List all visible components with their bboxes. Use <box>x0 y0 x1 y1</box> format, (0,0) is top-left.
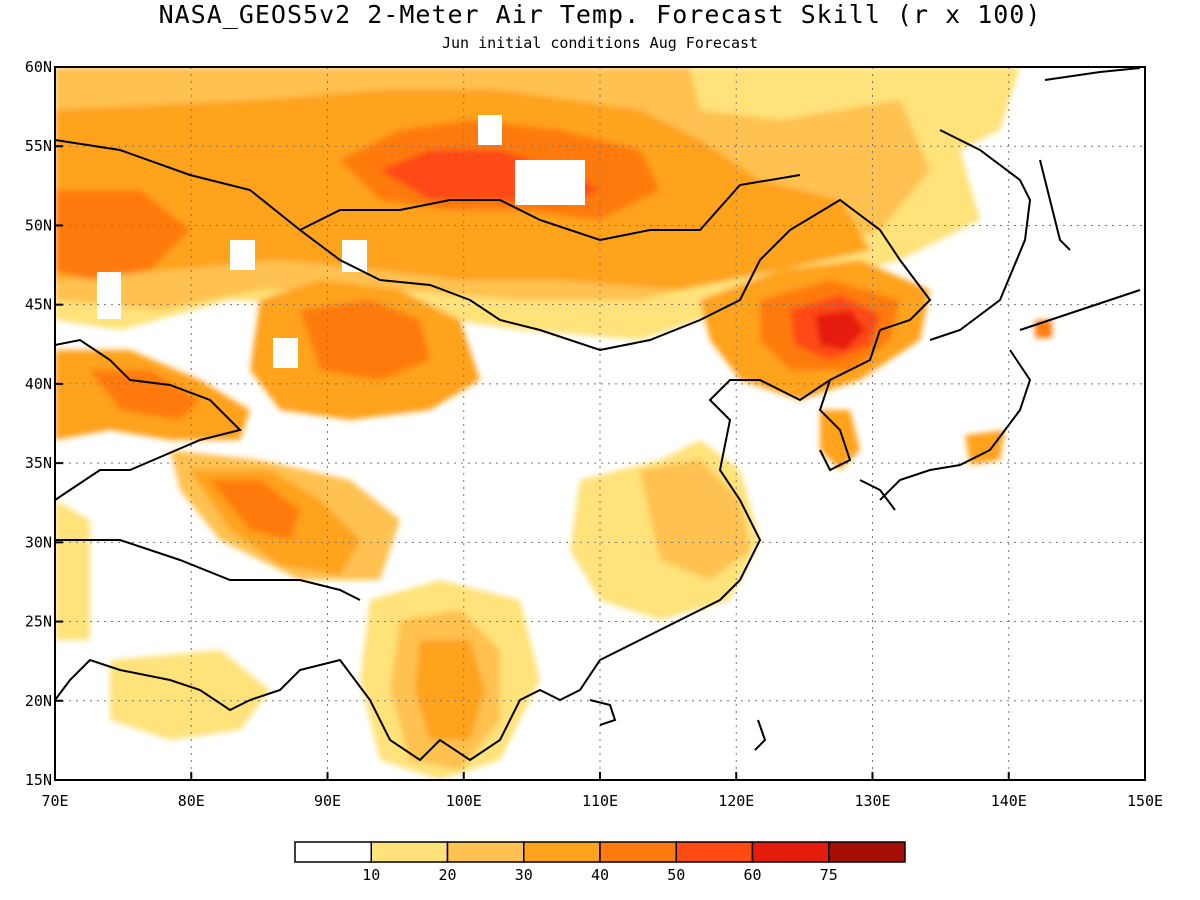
map-title: NASA_GEOS5v2 2-Meter Air Temp. Forecast … <box>158 0 1042 29</box>
colorbar-swatch <box>370 841 449 863</box>
lon-tick-label: 130E <box>854 792 890 810</box>
lat-tick-label: 50N <box>25 216 52 234</box>
lat-tick-label: 55N <box>25 137 52 155</box>
colorbar-label: 50 <box>667 866 685 884</box>
colorbar-swatch <box>675 841 754 863</box>
lat-tick-label: 30N <box>25 533 52 551</box>
latitude-axis: 60N 55N 50N 45N 40N 35N 30N 25N 20N 15N <box>25 58 63 789</box>
colorbar-swatch <box>446 841 525 863</box>
colorbar-label: 60 <box>743 866 761 884</box>
lon-tick-label: 150E <box>1127 792 1163 810</box>
lat-tick-label: 60N <box>25 58 52 76</box>
lon-tick-label: 90E <box>314 792 341 810</box>
map-subtitle: Jun initial conditions Aug Forecast <box>441 34 759 52</box>
lon-tick-label: 120E <box>718 792 754 810</box>
colorbar: 10 20 30 40 50 60 75 <box>294 841 906 884</box>
lon-tick-label: 100E <box>446 792 482 810</box>
colorbar-label: 20 <box>438 866 456 884</box>
colorbar-swatch <box>828 841 906 863</box>
lon-tick-label: 110E <box>582 792 618 810</box>
lat-tick-label: 15N <box>25 771 52 789</box>
colorbar-label: 75 <box>820 866 838 884</box>
coastline-boundaries <box>55 67 1141 762</box>
colorbar-swatch <box>751 841 830 863</box>
colorbar-label: 30 <box>515 866 533 884</box>
colorbar-label: 10 <box>362 866 380 884</box>
lon-tick-label: 70E <box>41 792 68 810</box>
lon-tick-label: 140E <box>991 792 1027 810</box>
lat-tick-label: 40N <box>25 375 52 393</box>
colorbar-swatch <box>294 841 372 863</box>
colorbar-swatch <box>599 841 677 863</box>
colorbar-label: 40 <box>591 866 609 884</box>
skill-field <box>55 67 1145 780</box>
lon-tick-label: 80E <box>178 792 205 810</box>
lat-tick-label: 35N <box>25 454 52 472</box>
lat-tick-label: 20N <box>25 692 52 710</box>
longitude-axis: 70E 80E 90E 100E 110E 120E 130E 140E 150E <box>41 772 1163 810</box>
lat-tick-label: 25N <box>25 613 52 631</box>
lat-tick-label: 45N <box>25 296 52 314</box>
colorbar-swatch <box>523 841 601 863</box>
